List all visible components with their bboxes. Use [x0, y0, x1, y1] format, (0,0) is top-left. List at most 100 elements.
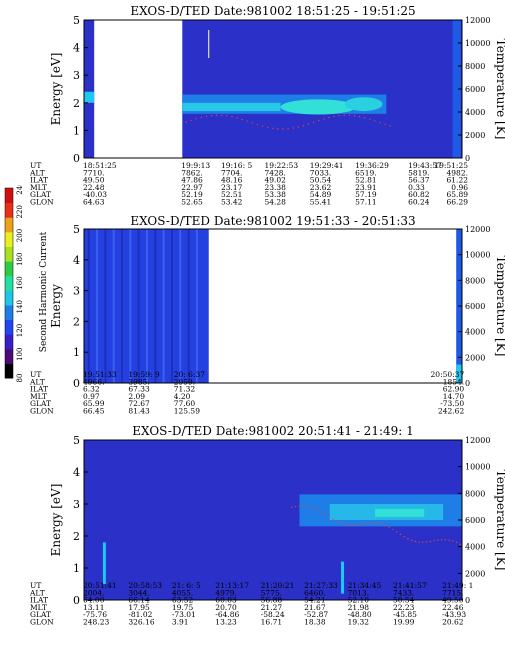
plasma-band-core: [182, 102, 281, 112]
y-tick-label: 5: [73, 14, 80, 27]
y-tick-label: 2: [73, 97, 80, 110]
table-cell: 64.00: [83, 596, 105, 605]
colorbar-tick-label: 80: [16, 374, 24, 383]
table-cell: 22.48: [83, 183, 105, 192]
table-cell: 0.96: [451, 183, 468, 192]
table-cell: 22.23: [393, 603, 415, 612]
temperature-point: [389, 125, 391, 127]
temperature-point: [384, 123, 386, 126]
table-cell: 55.41: [310, 198, 331, 207]
table-cell: 52.10: [348, 596, 370, 605]
streak: [195, 229, 198, 383]
temperature-point: [448, 539, 450, 541]
temperature-point: [332, 518, 334, 521]
colorbar-tick-group: 140: [16, 300, 24, 313]
table-row-label: GLAT: [30, 399, 51, 408]
temperature-point: [414, 540, 417, 543]
table-cell: 3.91: [172, 618, 189, 627]
table-row-label: ALT: [29, 588, 45, 597]
table-cell: 19:51:33: [83, 370, 117, 379]
table-cell: 62.90: [443, 385, 465, 394]
table-cell: -64.86: [215, 610, 239, 619]
table-row-label: ILAT: [30, 176, 48, 185]
streak: [87, 229, 90, 383]
temperature-point: [429, 540, 432, 543]
table-row-label: GLON: [30, 407, 54, 416]
y-tick-label: 3: [73, 498, 80, 511]
table-cell: -75.76: [83, 610, 107, 619]
temperature-point: [312, 121, 315, 124]
table-cell: 60.03: [215, 596, 237, 605]
table-cell: 64.63: [83, 198, 105, 207]
y2-tick-label: 2000: [465, 131, 485, 140]
y-tick-label: 4: [73, 254, 80, 267]
table-row-label: ALT: [29, 168, 45, 177]
temperature-point: [459, 543, 461, 546]
colorbar-tick-label: 140: [16, 300, 24, 313]
colorbar-tick-group: 160: [16, 276, 24, 289]
y2-tick-label: 4000: [465, 108, 485, 117]
table-cell: 7033.: [310, 168, 331, 177]
temperature-point: [369, 522, 372, 524]
colorbar-frame: [4, 187, 14, 379]
table-cell: 56.88: [261, 596, 283, 605]
y2-tick-label: 2000: [465, 353, 485, 362]
temperature-point: [282, 128, 284, 130]
streak: [129, 229, 132, 383]
table-cell: 2959.: [174, 377, 195, 386]
temperature-point: [309, 506, 312, 508]
plasma-band-core: [375, 508, 425, 517]
table-cell: 23.91: [355, 183, 376, 192]
table-row-label: UT: [30, 581, 41, 590]
table-cell: 4979.: [215, 588, 236, 597]
table-cell: 0.97: [83, 392, 100, 401]
table-cell: 49.50: [442, 596, 464, 605]
temperature-point: [379, 121, 381, 124]
table-cell: 20.62: [442, 618, 464, 627]
table-cell: 72.67: [128, 399, 150, 408]
y-tick-label: 4: [73, 466, 80, 479]
table-cell: 7433.: [393, 588, 414, 597]
table-cell: 7013.: [348, 588, 369, 597]
table-cell: 248.23: [83, 618, 109, 627]
table-cell: 81.43: [128, 407, 150, 416]
temperature-point: [313, 507, 316, 509]
y2-tick-label: 0: [465, 596, 470, 605]
y2-tick-label: 8000: [465, 276, 485, 285]
table-cell: -40.03: [83, 190, 107, 199]
temperature-point: [246, 120, 248, 122]
y2-axis-label-group: Temperature [K]: [494, 39, 505, 140]
colorbar-segment: [5, 304, 13, 321]
table-cell: 54.21: [304, 596, 325, 605]
spectrogram-panel-2: EXOS-D/TED Date:981002 19:51:33 - 20:51:…: [29, 214, 505, 416]
table-cell: 52.65: [181, 198, 203, 207]
table-cell: -81.02: [128, 610, 152, 619]
y2-tick-label: 10000: [465, 463, 490, 472]
table-cell: 19.99: [393, 618, 415, 627]
temperature-point: [343, 114, 345, 116]
temperature-point: [298, 505, 301, 507]
temperature-point: [241, 118, 243, 121]
temperature-point: [236, 117, 238, 119]
temperature-point: [354, 524, 357, 526]
temperature-point: [348, 114, 351, 116]
plasma-band-core: [344, 97, 383, 112]
table-cell: 21.98: [348, 603, 370, 612]
temperature-point: [373, 522, 375, 524]
table-cell: -45.85: [393, 610, 417, 619]
temperature-point: [297, 126, 300, 128]
temperature-point: [323, 118, 325, 120]
y2-tick-label: 10000: [465, 251, 490, 260]
colorbar-tick-label: 160: [16, 276, 24, 289]
temperature-point: [302, 124, 305, 127]
streak: [104, 229, 107, 383]
table-cell: 19:9:13: [181, 161, 210, 170]
table-cell: 21.67: [304, 603, 326, 612]
colorbar-tick-label: 220: [16, 205, 24, 218]
plot-area: [84, 440, 462, 600]
temperature-point: [272, 127, 274, 129]
streak: [121, 229, 124, 383]
table-row-label: MLT: [30, 183, 47, 192]
y2-tick-label: 4000: [465, 543, 485, 552]
temperature-point: [318, 119, 320, 122]
